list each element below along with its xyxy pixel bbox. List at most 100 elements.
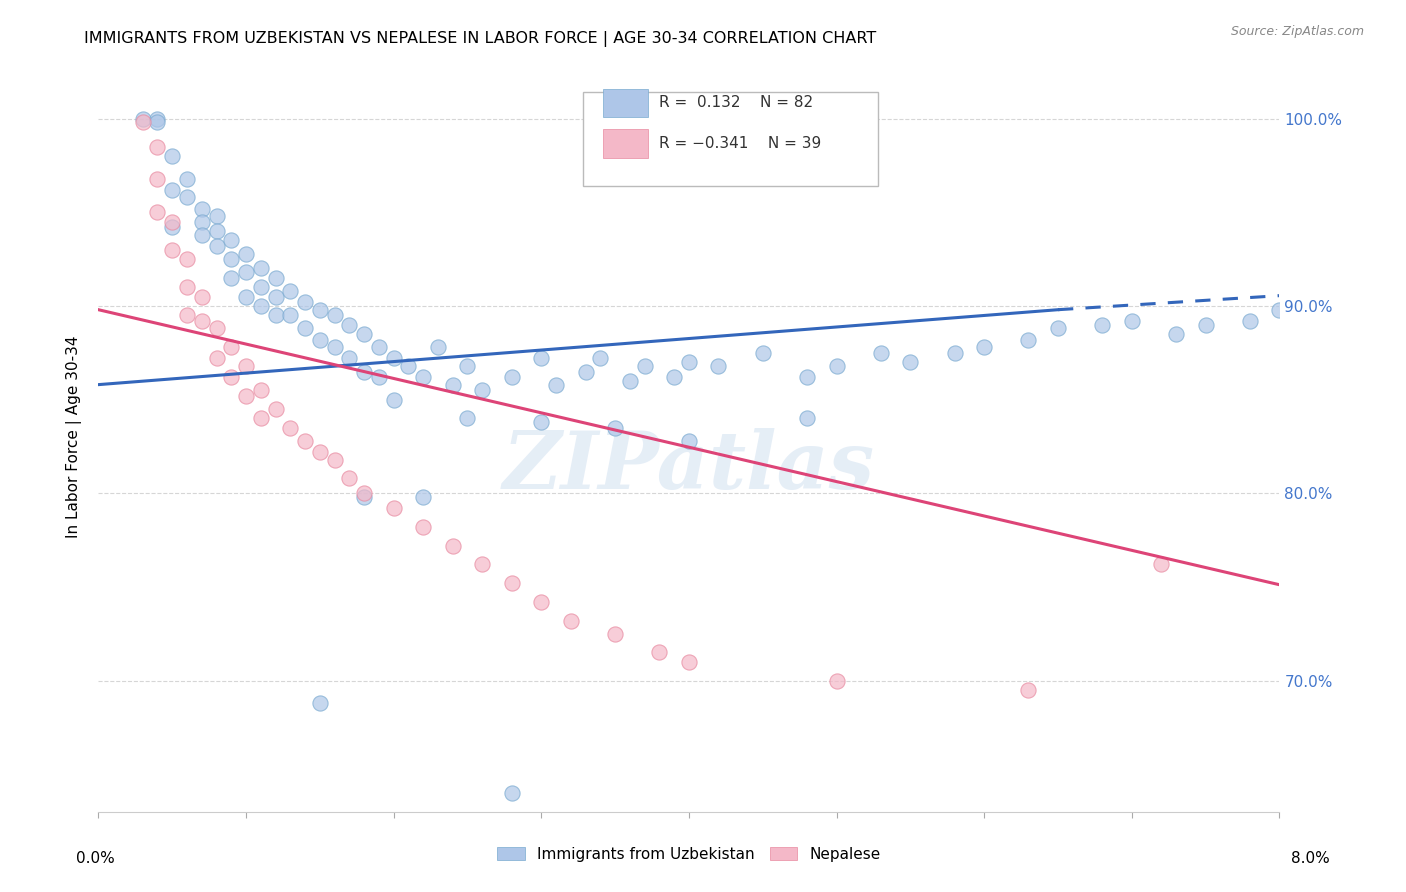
Y-axis label: In Labor Force | Age 30-34: In Labor Force | Age 30-34 <box>66 335 83 539</box>
Point <box>1018 333 1040 347</box>
Point <box>1121 314 1143 328</box>
Point <box>146 115 169 129</box>
Point <box>546 377 568 392</box>
Point <box>309 333 332 347</box>
Point <box>1195 318 1218 332</box>
Point <box>530 415 553 429</box>
Point <box>501 576 523 591</box>
Point <box>530 595 553 609</box>
Point <box>412 490 434 504</box>
Point <box>1018 683 1040 698</box>
Point <box>221 233 243 247</box>
Text: IMMIGRANTS FROM UZBEKISTAN VS NEPALESE IN LABOR FORCE | AGE 30-34 CORRELATION CH: IMMIGRANTS FROM UZBEKISTAN VS NEPALESE I… <box>84 31 876 47</box>
Point <box>191 314 214 328</box>
Point <box>309 302 332 317</box>
Point <box>382 351 405 366</box>
Point <box>176 190 198 204</box>
Point <box>235 289 257 303</box>
Point <box>678 655 700 669</box>
Point <box>191 202 214 216</box>
Point <box>825 673 848 688</box>
Point <box>634 359 657 373</box>
Point <box>412 520 434 534</box>
Point <box>1268 302 1291 317</box>
Point <box>457 411 479 425</box>
Point <box>368 340 391 354</box>
Point <box>132 115 155 129</box>
Text: 8.0%: 8.0% <box>1291 851 1330 865</box>
Point <box>294 321 316 335</box>
Point <box>441 539 464 553</box>
Point <box>707 359 730 373</box>
Point <box>309 696 332 710</box>
Point <box>427 340 450 354</box>
Point <box>752 346 775 360</box>
Point <box>146 139 169 153</box>
Point <box>205 351 228 366</box>
Point <box>1091 318 1114 332</box>
Point <box>264 289 287 303</box>
FancyBboxPatch shape <box>582 93 877 186</box>
Point <box>1150 558 1173 572</box>
Point <box>250 299 273 313</box>
Point <box>280 308 302 322</box>
Point <box>191 289 214 303</box>
Point <box>339 471 361 485</box>
Point <box>605 627 627 641</box>
Point <box>382 392 405 407</box>
Point <box>412 370 434 384</box>
Point <box>605 421 627 435</box>
Point <box>648 646 671 660</box>
Point <box>294 434 316 448</box>
Point <box>146 171 169 186</box>
Point <box>132 112 155 126</box>
Point <box>235 389 257 403</box>
Point <box>796 411 818 425</box>
Point <box>1239 314 1261 328</box>
Point <box>250 261 273 276</box>
Point <box>176 308 198 322</box>
Point <box>353 490 375 504</box>
Point <box>264 401 287 416</box>
Point <box>471 384 494 398</box>
Point <box>796 370 818 384</box>
Point <box>530 351 553 366</box>
Point <box>619 374 641 388</box>
Point <box>264 271 287 285</box>
Point <box>205 239 228 253</box>
Point <box>176 280 198 294</box>
Point <box>205 209 228 223</box>
Point <box>339 318 361 332</box>
Point <box>221 252 243 266</box>
Point <box>501 370 523 384</box>
Point <box>353 486 375 500</box>
Point <box>162 215 183 229</box>
Point <box>264 308 287 322</box>
Point <box>250 280 273 294</box>
Point <box>235 246 257 260</box>
Point <box>589 351 612 366</box>
Point <box>398 359 420 373</box>
Point <box>205 224 228 238</box>
Point <box>146 205 169 219</box>
Text: R = −0.341    N = 39: R = −0.341 N = 39 <box>659 136 821 151</box>
Point <box>678 355 700 369</box>
Text: 0.0%: 0.0% <box>76 851 115 865</box>
Point <box>353 327 375 342</box>
FancyBboxPatch shape <box>603 88 648 117</box>
Point <box>221 340 243 354</box>
Point <box>309 445 332 459</box>
FancyBboxPatch shape <box>603 129 648 158</box>
Point <box>176 171 198 186</box>
Point <box>162 149 183 163</box>
Point <box>294 295 316 310</box>
Point <box>457 359 479 373</box>
Text: R =  0.132    N = 82: R = 0.132 N = 82 <box>659 95 814 111</box>
Point <box>471 558 494 572</box>
Point <box>221 271 243 285</box>
Point <box>339 351 361 366</box>
Point <box>280 284 302 298</box>
Point <box>221 370 243 384</box>
Legend: Immigrants from Uzbekistan, Nepalese: Immigrants from Uzbekistan, Nepalese <box>491 840 887 868</box>
Point <box>560 614 582 628</box>
